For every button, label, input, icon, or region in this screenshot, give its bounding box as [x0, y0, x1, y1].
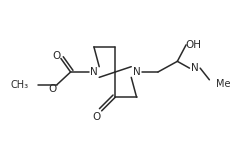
Text: Me: Me	[216, 79, 231, 89]
Text: N: N	[133, 67, 140, 77]
Text: N: N	[90, 67, 98, 77]
Text: O: O	[52, 51, 60, 61]
Text: O: O	[48, 85, 56, 95]
Text: OH: OH	[186, 40, 202, 50]
Text: N: N	[191, 63, 199, 73]
Text: CH₃: CH₃	[11, 80, 29, 90]
Text: O: O	[93, 112, 101, 122]
